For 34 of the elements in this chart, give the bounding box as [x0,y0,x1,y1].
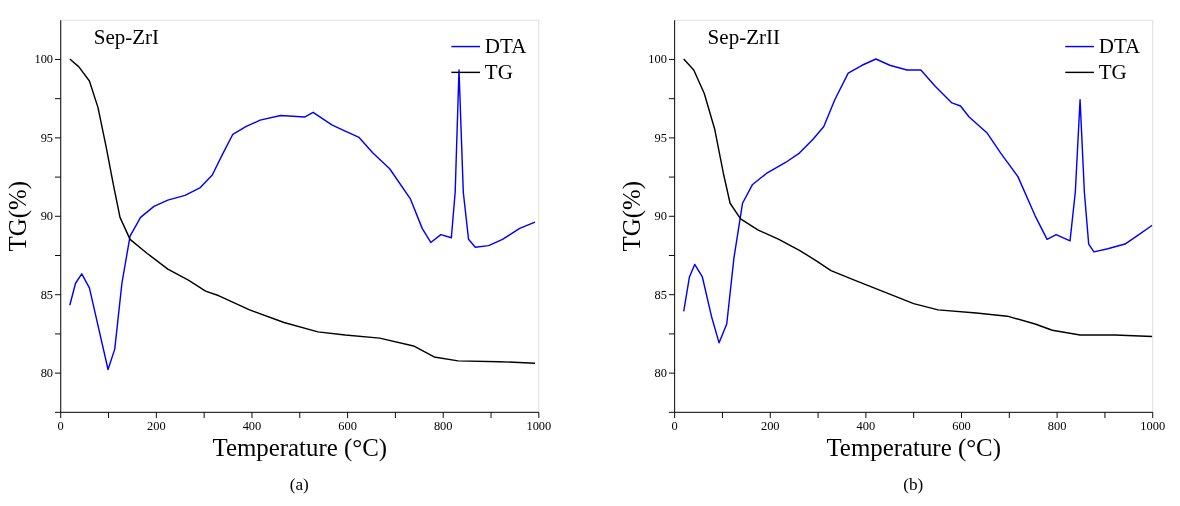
x-axis-title: Temperature (°C) [212,434,388,463]
x-tick-label: 400 [242,418,262,433]
y-tick-label: 85 [40,287,54,302]
x-tick-label: 1000 [1140,418,1166,433]
y-tick-label: 80 [40,365,54,380]
y-tick-label: 95 [654,130,667,145]
x-tick-label: 200 [147,418,166,433]
legend-label: DTA [1098,34,1142,59]
x-tick-label: 0 [671,418,678,433]
x-axis-title: Temperature (°C) [826,434,1001,463]
y-axis-title: TG(%) [617,181,646,252]
x-tick-label: 200 [760,418,780,433]
y-tick-label: 95 [40,130,54,145]
y-tick-label: 100 [648,52,667,67]
y-tick-label: 80 [654,365,667,380]
text: (a) [289,475,309,495]
x-tick-label: 800 [1047,418,1067,433]
x-tick-label: 400 [856,418,876,433]
y-axis-title: TG(%) [3,181,32,252]
y-tick-label: 90 [40,209,54,224]
text: (b) [903,475,924,495]
x-tick-label: 600 [338,418,357,433]
legend-label: TG [1098,60,1127,85]
x-tick-label: 0 [57,418,64,433]
annotation: Sep-ZrII [707,24,780,49]
annotation: Sep-ZrI [93,24,160,49]
x-tick-label: 600 [952,418,971,433]
x-tick-label: 800 [433,418,453,433]
y-tick-label: 85 [654,287,667,302]
legend-label: TG [484,60,513,85]
y-tick-label: 90 [654,209,667,224]
y-tick-label: 100 [34,52,54,67]
x-tick-label: 1000 [526,418,552,433]
legend-label: DTA [484,34,528,59]
